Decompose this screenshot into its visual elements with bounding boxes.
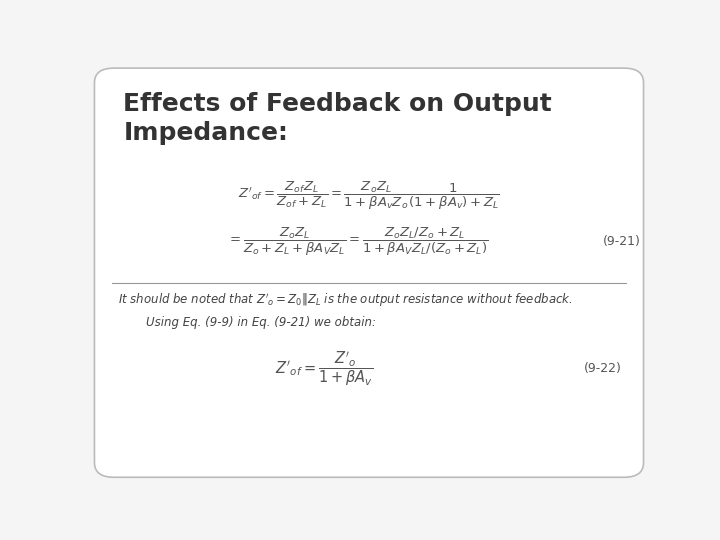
Text: Using Eq. (9-9) in Eq. (9-21) we obtain:: Using Eq. (9-9) in Eq. (9-21) we obtain: [145,316,376,329]
Text: $Z'_{of} = \dfrac{Z'_o}{1 + \beta A_v}$: $Z'_{of} = \dfrac{Z'_o}{1 + \beta A_v}$ [275,349,374,388]
Text: It should be noted that $Z'_o = Z_0\|Z_L$ is the output resistance without feedb: It should be noted that $Z'_o = Z_0\|Z_L… [118,292,572,309]
Text: (9-22): (9-22) [584,362,621,375]
FancyBboxPatch shape [94,68,644,477]
Text: (9-21): (9-21) [603,235,642,248]
Text: $Z'_{of} = \dfrac{Z_{of}Z_L}{Z_{of} + Z_L} = \dfrac{Z_o Z_L}{1 + \beta A_v Z_o}\: $Z'_{of} = \dfrac{Z_{of}Z_L}{Z_{of} + Z_… [238,180,500,212]
Text: Effects of Feedback on Output: Effects of Feedback on Output [124,92,552,116]
Text: $= \dfrac{Z_o Z_L}{Z_o + Z_L + \beta A_V Z_L} = \dfrac{Z_o Z_L/Z_o + Z_L}{1 + \b: $= \dfrac{Z_o Z_L}{Z_o + Z_L + \beta A_V… [227,225,489,258]
Text: Impedance:: Impedance: [124,121,288,145]
